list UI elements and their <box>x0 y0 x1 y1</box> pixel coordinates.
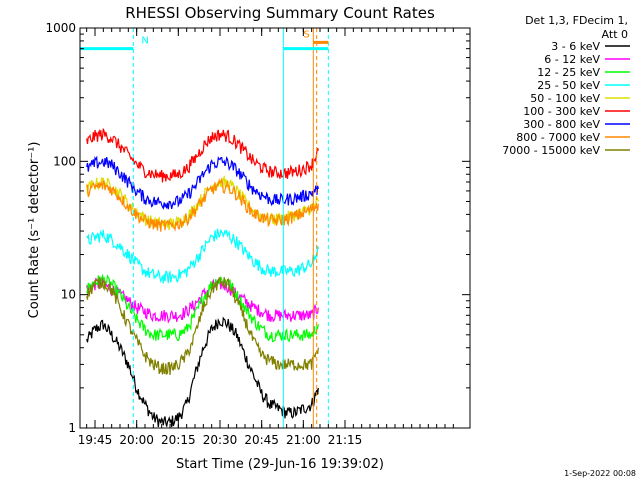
y-tick-label-0: 1 <box>68 421 76 435</box>
plot-area: N S 1 10 100 1000 19:45 20:00 20:15 20:30 20:45 21:… <box>45 21 471 447</box>
legend-label-7: 800 - 7000 keV <box>516 131 600 144</box>
x-tick-label-0: 19:45 <box>78 433 113 447</box>
legend-label-6: 300 - 800 keV <box>523 118 600 131</box>
legend-label-2: 12 - 25 keV <box>537 66 600 79</box>
legend-label-5: 100 - 300 keV <box>523 105 600 118</box>
x-tick-label-1: 20:00 <box>119 433 154 447</box>
legend-label-0: 3 - 6 keV <box>551 40 600 53</box>
legend-header-0: Det 1,3, FDecim 1, <box>525 14 628 27</box>
legend-label-8: 7000 - 15000 keV <box>502 144 600 157</box>
footer-date: 1-Sep-2022 00:08 <box>564 469 636 478</box>
series-line-5 <box>86 128 319 183</box>
series-line-2 <box>86 273 319 343</box>
annotation-label-1: S <box>303 29 309 40</box>
annotation-label-0: N <box>141 36 148 47</box>
series-line-8 <box>86 276 319 376</box>
legend-label-4: 50 - 100 keV <box>530 92 600 105</box>
chart-title: RHESSI Observing Summary Count Rates <box>125 4 435 22</box>
y-tick-label-2: 100 <box>53 154 76 168</box>
series-line-7 <box>86 177 319 232</box>
series-line-0 <box>86 316 319 428</box>
legend-header-1: Att 0 <box>602 28 628 41</box>
legend-label-3: 25 - 50 keV <box>537 79 600 92</box>
y-tick-label-1: 10 <box>61 288 76 302</box>
x-tick-label-6: 21:15 <box>328 433 363 447</box>
x-axis-label: Start Time (29-Jun-16 19:39:02) <box>176 457 384 472</box>
series-line-3 <box>86 228 319 284</box>
plot-frame <box>79 27 471 429</box>
y-tick-label-3: 1000 <box>45 21 76 35</box>
x-tick-label-2: 20:15 <box>161 433 196 447</box>
x-tick-label-3: 20:30 <box>203 433 238 447</box>
y-axis-label: Count Rate (s⁻¹ detector⁻¹) <box>27 142 42 319</box>
x-tick-label-4: 20:45 <box>244 433 279 447</box>
series-line-6 <box>86 155 319 210</box>
x-tick-label-5: 21:00 <box>286 433 321 447</box>
legend-label-1: 6 - 12 keV <box>544 53 600 66</box>
